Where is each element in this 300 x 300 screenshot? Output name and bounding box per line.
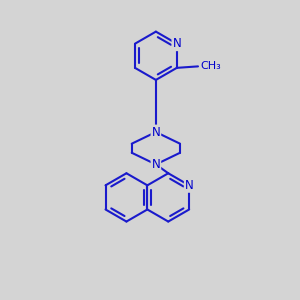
Text: N: N <box>152 158 160 171</box>
Text: N: N <box>152 125 160 139</box>
Text: CH₃: CH₃ <box>200 61 221 71</box>
Text: N: N <box>185 179 194 192</box>
Text: N: N <box>172 37 181 50</box>
